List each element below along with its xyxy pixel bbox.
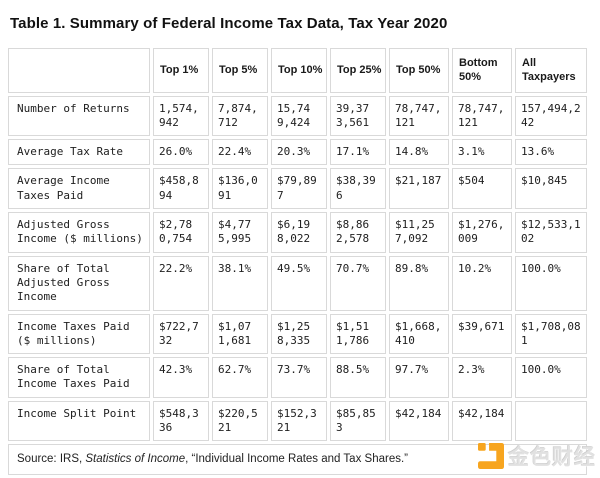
cell: 97.7% [389, 357, 449, 398]
cell: 17.1% [330, 139, 386, 166]
row-label: Average Tax Rate [8, 139, 150, 166]
cell: 7,874,712 [212, 95, 268, 137]
row-label: Income Split Point [8, 400, 150, 442]
cell: 100.0% [515, 357, 587, 398]
table-row-share-of-total-agi: Share of Total Adjusted Gross Income 22.… [8, 255, 587, 311]
cell: $10,845 [515, 168, 587, 210]
cell: $79,897 [271, 168, 327, 210]
cell: 10.2% [452, 255, 512, 311]
source-suffix: , “Individual Income Rates and Tax Share… [185, 453, 408, 466]
cell: $1,276,009 [452, 212, 512, 253]
cell: $220,521 [212, 400, 268, 442]
cell: $548,336 [153, 400, 209, 442]
cell: $722,732 [153, 313, 209, 355]
column-header-top-50: Top 50% [389, 48, 449, 93]
table-title: Table 1. Summary of Federal Income Tax D… [10, 15, 448, 32]
cell: $1,258,335 [271, 313, 327, 355]
cell: $8,862,578 [330, 212, 386, 253]
cell: $12,533,102 [515, 212, 587, 253]
cell: $1,071,681 [212, 313, 268, 355]
row-label: Number of Returns [8, 95, 150, 137]
jinse-logo-icon [478, 443, 504, 469]
cell: $504 [452, 168, 512, 210]
column-header-top-25: Top 25% [330, 48, 386, 93]
cell: 49.5% [271, 255, 327, 311]
column-header-top-5: Top 5% [212, 48, 268, 93]
cell: 88.5% [330, 357, 386, 398]
column-header-top-1: Top 1% [153, 48, 209, 93]
table-row-income-taxes-paid: Income Taxes Paid ($ millions) $722,732 … [8, 313, 587, 355]
cell: 26.0% [153, 139, 209, 166]
watermark-text: 金色财经 [508, 446, 596, 469]
cell [515, 400, 587, 442]
cell: 70.7% [330, 255, 386, 311]
cell: $85,853 [330, 400, 386, 442]
cell: $39,671 [452, 313, 512, 355]
column-header-top-10: Top 10% [271, 48, 327, 93]
table-row-share-of-total-income-taxes: Share of Total Income Taxes Paid 42.3% 6… [8, 357, 587, 398]
watermark: 金色财经 [478, 441, 596, 471]
row-label: Income Taxes Paid ($ millions) [8, 313, 150, 355]
cell: 2.3% [452, 357, 512, 398]
cell: $42,184 [389, 400, 449, 442]
cell: $11,257,092 [389, 212, 449, 253]
cell: $4,775,995 [212, 212, 268, 253]
cell: $458,894 [153, 168, 209, 210]
table-row-average-tax-rate: Average Tax Rate 26.0% 22.4% 20.3% 17.1%… [8, 139, 587, 166]
header-row: Top 1% Top 5% Top 10% Top 25% Top 50% Bo… [8, 48, 587, 93]
cell: 100.0% [515, 255, 587, 311]
cell: 62.7% [212, 357, 268, 398]
column-header-blank [8, 48, 150, 93]
cell: 38.1% [212, 255, 268, 311]
cell: 13.6% [515, 139, 587, 166]
cell: $38,396 [330, 168, 386, 210]
table-row-income-split-point: Income Split Point $548,336 $220,521 $15… [8, 400, 587, 442]
cell: $136,091 [212, 168, 268, 210]
column-header-all-taxpayers: All Taxpayers [515, 48, 587, 93]
cell: $21,187 [389, 168, 449, 210]
cell: 73.7% [271, 357, 327, 398]
table-row-adjusted-gross-income: Adjusted Gross Income ($ millions) $2,78… [8, 212, 587, 253]
cell: $42,184 [452, 400, 512, 442]
cell: 1,574,942 [153, 95, 209, 137]
cell: 20.3% [271, 139, 327, 166]
cell: 42.3% [153, 357, 209, 398]
cell: $1,708,081 [515, 313, 587, 355]
table-row-average-income-taxes-paid: Average Income Taxes Paid $458,894 $136,… [8, 168, 587, 210]
row-label: Share of Total Income Taxes Paid [8, 357, 150, 398]
cell: $6,198,022 [271, 212, 327, 253]
cell: 22.4% [212, 139, 268, 166]
cell: $152,321 [271, 400, 327, 442]
cell: 22.2% [153, 255, 209, 311]
cell: 78,747,121 [389, 95, 449, 137]
cell: 3.1% [452, 139, 512, 166]
source-publication: Statistics of Income [85, 453, 186, 466]
row-label: Share of Total Adjusted Gross Income [8, 255, 150, 311]
cell: 15,749,424 [271, 95, 327, 137]
cell: 89.8% [389, 255, 449, 311]
cell: $2,780,754 [153, 212, 209, 253]
cell: 78,747,121 [452, 95, 512, 137]
cell: 14.8% [389, 139, 449, 166]
cell: 39,373,561 [330, 95, 386, 137]
column-header-bottom-50: Bottom 50% [452, 48, 512, 93]
cell: $1,668,410 [389, 313, 449, 355]
row-label: Average Income Taxes Paid [8, 168, 150, 210]
row-label: Adjusted Gross Income ($ millions) [8, 212, 150, 253]
table-row-number-of-returns: Number of Returns 1,574,942 7,874,712 15… [8, 95, 587, 137]
cell: $1,511,786 [330, 313, 386, 355]
source-prefix: Source: IRS, [17, 453, 86, 466]
federal-income-tax-table: Top 1% Top 5% Top 10% Top 25% Top 50% Bo… [5, 45, 590, 478]
cell: 157,494,242 [515, 95, 587, 137]
